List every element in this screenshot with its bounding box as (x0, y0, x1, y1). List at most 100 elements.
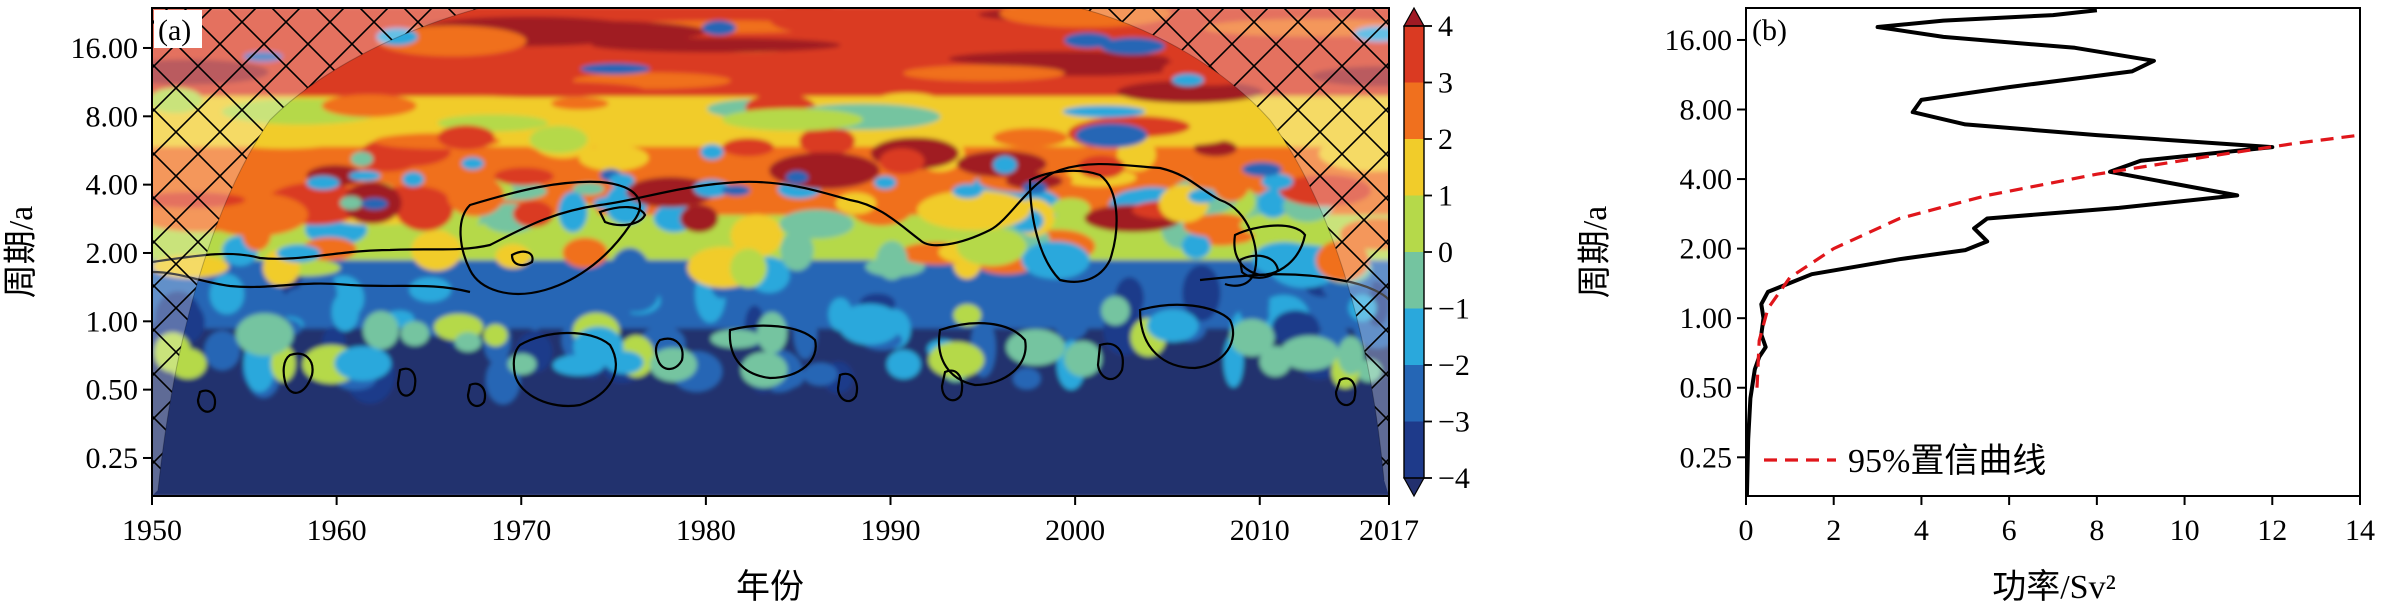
legend: 95%置信曲线 (1764, 442, 2046, 480)
heatmap-blob (1147, 309, 1199, 343)
heatmap-blob (1062, 105, 1146, 118)
heatmap-blob (928, 341, 985, 378)
heatmap-blob (992, 155, 1018, 174)
colorbar-segment (1404, 139, 1424, 196)
heatmap-blob (1242, 162, 1282, 177)
colorbar-segment (1404, 26, 1424, 83)
axes-a-ticks: 1950 1960 1970 1980 1990 2000 2010 2017 0.25 0.50… (71, 32, 1420, 547)
heatmap-blob (702, 20, 737, 36)
series-confidence-95 (1755, 133, 2360, 388)
cone-of-influence-edge (157, 8, 1385, 491)
heatmap-blob (483, 324, 508, 347)
y-tick-label: 2.00 (86, 237, 139, 270)
heatmap-blob (710, 329, 762, 349)
heatmap-blob (1064, 32, 1112, 49)
y-tick-label: 8.00 (86, 100, 139, 133)
heatmap-blob (953, 304, 982, 327)
heatmap-blob (779, 209, 854, 239)
x-tick-label: 10 (2170, 514, 2200, 547)
heatmap-blob (363, 311, 399, 350)
axes-b-frame (1745, 7, 2361, 497)
heatmap-blob (1229, 318, 1275, 357)
colorbar-tick-label: 2 (1438, 123, 1453, 156)
heatmap-blob (348, 170, 381, 181)
heatmap-blob (873, 175, 897, 190)
colorbar-segment (1404, 252, 1424, 309)
heatmap-blob (573, 326, 624, 368)
heatmap-blob (1006, 329, 1066, 366)
colorbar-tick-label: −2 (1438, 349, 1470, 382)
heatmap-blob (1022, 181, 1047, 195)
y-tick-label: 1.00 (1680, 302, 1733, 335)
heatmap-blob (886, 349, 921, 379)
heatmap-blob (1052, 297, 1090, 341)
heatmap-blob (1117, 80, 1263, 104)
heatmap-blob (321, 94, 417, 118)
heatmap-blob (649, 347, 697, 382)
colorbar-tick-label: −4 (1438, 462, 1470, 495)
heatmap-blob (306, 175, 340, 190)
panel-b-label: (b) (1752, 14, 1787, 47)
significance-contours (152, 162, 1389, 413)
colorbar-segment (1404, 421, 1424, 478)
heatmap-blob (298, 266, 338, 326)
colorbar-segment (1404, 82, 1424, 139)
heatmap-blob (956, 227, 1027, 266)
heatmap-blob (799, 126, 856, 156)
heatmap-blob (558, 191, 588, 233)
heatmap-blob (780, 230, 814, 271)
colorbar-tick-label: 4 (1438, 10, 1453, 43)
y-tick-label: 0.25 (86, 442, 139, 475)
y-tick-label: 0.50 (86, 374, 139, 407)
heatmap-blob (838, 303, 902, 345)
heatmap-blob (461, 157, 484, 170)
heatmap-blob (1051, 198, 1091, 219)
panel-a-label: (a) (158, 14, 191, 47)
colorbar-tick-label: −3 (1438, 406, 1470, 439)
heatmap-blob (785, 170, 809, 184)
heatmap-blob (1238, 277, 1270, 327)
heatmap-blob (483, 279, 525, 300)
x-tick-label: 1990 (861, 514, 921, 547)
heatmap-blob (494, 167, 554, 186)
axes-b-ticks: 0 2 4 6 8 10 12 14 0.25 0.50 1.00 2.00 4.00 8.00 16.00 (1665, 24, 2376, 547)
heatmap-blob (1261, 173, 1294, 190)
heatmap-blob (454, 332, 482, 352)
heatmap-blob (400, 321, 430, 346)
x-tick-label: 1980 (676, 514, 736, 547)
heatmap-blob (730, 214, 783, 257)
heatmap-blob (507, 353, 537, 375)
heatmap-blob (700, 144, 724, 160)
heatmap-blob (1012, 368, 1041, 390)
x-tick-label: 14 (2345, 514, 2375, 547)
heatmap-blob (592, 126, 693, 141)
colorbar-tick-label: 1 (1438, 180, 1453, 213)
x-tick-label: 1970 (491, 514, 551, 547)
series-global-wavelet-power (1746, 8, 2275, 496)
heatmap-blob (209, 273, 245, 315)
heatmap-blob (1181, 233, 1211, 259)
legend-label-confidence: 95%置信曲线 (1848, 442, 2046, 480)
axis-b-xlabel: 功率/Sv² (1992, 568, 2116, 606)
global-power-panel: (b) 0 2 4 6 8 10 12 14 0.25 0.50 1.00 2.00 4.00 8.00 1… (1577, 7, 2376, 606)
heatmap-blob (331, 292, 359, 332)
heatmap-blob (1100, 37, 1166, 55)
heatmap-blob (948, 51, 1170, 67)
wavelet-spectrum-panel: (a) 1950 1960 1970 1980 1990 2000 2010 2017 0.25… (3, 7, 1420, 606)
x-tick-label: 4 (1914, 514, 1929, 547)
heatmap-blob (757, 312, 787, 354)
heatmap-blob (879, 148, 925, 175)
x-tick-label: 2010 (1230, 514, 1290, 547)
x-tick-label: 6 (2002, 514, 2017, 547)
x-tick-label: 1950 (122, 514, 182, 547)
heatmap-blob (437, 125, 495, 150)
heatmap-blob (1183, 214, 1238, 237)
colorbar-extend-min (1402, 477, 1426, 498)
heatmap-blob (1259, 346, 1292, 377)
heatmap-blob (204, 330, 241, 371)
y-tick-label: 0.50 (1680, 372, 1733, 405)
y-tick-label: 4.00 (86, 169, 139, 202)
heatmap-blob (1064, 340, 1102, 377)
heatmap-blob (339, 196, 363, 210)
